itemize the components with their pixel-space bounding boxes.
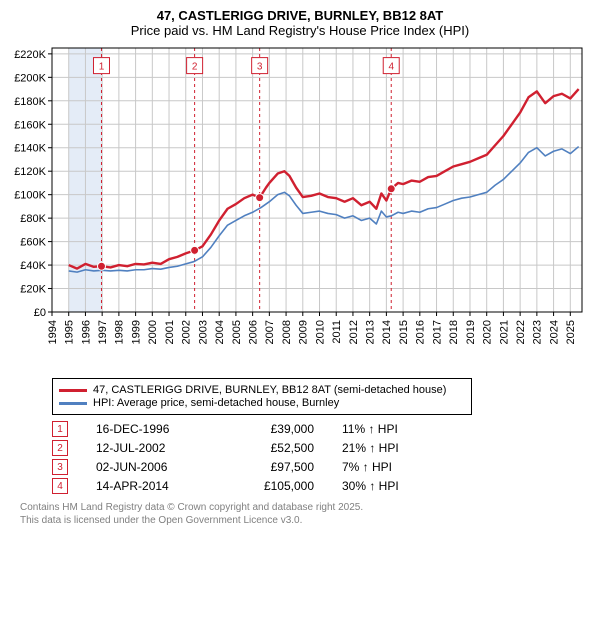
series-hpi xyxy=(69,147,579,273)
y-tick-label: £220K xyxy=(14,49,46,61)
sale-marker-num: 3 xyxy=(257,62,263,73)
y-tick-label: £0 xyxy=(34,307,46,319)
title-subtitle: Price paid vs. HM Land Registry's House … xyxy=(10,23,590,38)
legend-swatch xyxy=(59,402,87,405)
sale-point xyxy=(256,194,264,202)
x-tick-label: 1994 xyxy=(47,320,59,344)
x-tick-label: 2025 xyxy=(565,320,577,344)
sale-point xyxy=(97,262,105,270)
sale-row-marker: 3 xyxy=(52,459,68,475)
x-tick-label: 2010 xyxy=(314,320,326,344)
x-tick-label: 1995 xyxy=(64,320,76,344)
x-tick-label: 2002 xyxy=(181,320,193,344)
y-tick-label: £200K xyxy=(14,72,46,84)
sale-row: 3 02-JUN-2006 £97,500 7% ↑ HPI xyxy=(52,459,590,475)
y-tick-label: £60K xyxy=(20,237,46,249)
sale-row-price: £52,500 xyxy=(234,441,314,455)
legend-row: 47, CASTLERIGG DRIVE, BURNLEY, BB12 8AT … xyxy=(59,384,465,396)
chart-svg: £0 £20K £40K £60K £80K £100K £120K £140K £160K £1… xyxy=(10,42,590,372)
x-tick-label: 2018 xyxy=(448,320,460,344)
footer-line1: Contains HM Land Registry data © Crown c… xyxy=(20,502,590,515)
x-tick-label: 1996 xyxy=(80,320,92,344)
x-tick-label: 1999 xyxy=(130,320,142,344)
sale-row-date: 02-JUN-2006 xyxy=(96,460,206,474)
chart-container: 47, CASTLERIGG DRIVE, BURNLEY, BB12 8AT … xyxy=(0,0,600,533)
sale-row-date: 16-DEC-1996 xyxy=(96,422,206,436)
y-tick-label: £20K xyxy=(20,284,46,296)
legend-swatch xyxy=(59,389,87,392)
legend: 47, CASTLERIGG DRIVE, BURNLEY, BB12 8AT … xyxy=(52,378,472,415)
title-address: 47, CASTLERIGG DRIVE, BURNLEY, BB12 8AT xyxy=(10,8,590,23)
sales-table: 1 16-DEC-1996 £39,000 11% ↑ HPI 2 12-JUL-2002… xyxy=(52,421,590,494)
x-tick-label: 1998 xyxy=(114,320,126,344)
x-tick-label: 1997 xyxy=(97,320,109,344)
legend-row: HPI: Average price, semi-detached house,… xyxy=(59,397,465,409)
x-tick-label: 2005 xyxy=(231,320,243,344)
x-tick-label: 2019 xyxy=(465,320,477,344)
x-tick-label: 2024 xyxy=(548,320,560,344)
x-tick-label: 2021 xyxy=(498,320,510,344)
x-tick-label: 2013 xyxy=(365,320,377,344)
chart: £0 £20K £40K £60K £80K £100K £120K £140K £160K £1… xyxy=(10,42,590,372)
y-tick-label: £160K xyxy=(14,119,46,131)
legend-label: 47, CASTLERIGG DRIVE, BURNLEY, BB12 8AT … xyxy=(93,384,446,396)
x-tick-label: 2023 xyxy=(532,320,544,344)
x-tick-label: 2022 xyxy=(515,320,527,344)
sale-row-diff: 7% ↑ HPI xyxy=(342,460,442,474)
x-tick-label: 2001 xyxy=(164,320,176,344)
x-tick-label: 2004 xyxy=(214,320,226,344)
title-block: 47, CASTLERIGG DRIVE, BURNLEY, BB12 8AT … xyxy=(10,8,590,38)
sale-marker-num: 1 xyxy=(99,62,105,73)
y-tick-label: £100K xyxy=(14,190,46,202)
x-tick-label: 2003 xyxy=(197,320,209,344)
sale-row-marker: 2 xyxy=(52,440,68,456)
legend-label: HPI: Average price, semi-detached house,… xyxy=(93,397,339,409)
y-tick-label: £120K xyxy=(14,166,46,178)
sale-row: 1 16-DEC-1996 £39,000 11% ↑ HPI xyxy=(52,421,590,437)
x-tick-label: 2000 xyxy=(147,320,159,344)
sale-row-diff: 11% ↑ HPI xyxy=(342,422,442,436)
y-tick-label: £180K xyxy=(14,96,46,108)
x-tick-label: 2014 xyxy=(381,320,393,344)
sale-row-price: £105,000 xyxy=(234,479,314,493)
sale-row-marker: 1 xyxy=(52,421,68,437)
x-tick-label: 2006 xyxy=(247,320,259,344)
x-tick-label: 2012 xyxy=(348,320,360,344)
sale-row-date: 12-JUL-2002 xyxy=(96,441,206,455)
sale-point xyxy=(387,185,395,193)
x-tick-label: 2016 xyxy=(415,320,427,344)
footer-note: Contains HM Land Registry data © Crown c… xyxy=(20,502,590,527)
sale-row-price: £39,000 xyxy=(234,422,314,436)
sale-marker-num: 2 xyxy=(192,62,198,73)
y-tick-label: £40K xyxy=(20,260,46,272)
y-tick-label: £80K xyxy=(20,213,46,225)
sale-point xyxy=(191,246,199,254)
sale-row: 4 14-APR-2014 £105,000 30% ↑ HPI xyxy=(52,478,590,494)
x-tick-label: 2020 xyxy=(482,320,494,344)
sale-marker-num: 4 xyxy=(388,62,394,73)
sale-row-date: 14-APR-2014 xyxy=(96,479,206,493)
x-tick-label: 2008 xyxy=(281,320,293,344)
sale-row-diff: 30% ↑ HPI xyxy=(342,479,442,493)
x-tick-label: 2015 xyxy=(398,320,410,344)
sale-row-diff: 21% ↑ HPI xyxy=(342,441,442,455)
x-tick-label: 2007 xyxy=(264,320,276,344)
y-tick-label: £140K xyxy=(14,143,46,155)
sale-row-marker: 4 xyxy=(52,478,68,494)
x-tick-label: 2017 xyxy=(431,320,443,344)
sale-row: 2 12-JUL-2002 £52,500 21% ↑ HPI xyxy=(52,440,590,456)
footer-line2: This data is licensed under the Open Gov… xyxy=(20,515,590,528)
sale-row-price: £97,500 xyxy=(234,460,314,474)
x-tick-label: 2009 xyxy=(298,320,310,344)
x-tick-label: 2011 xyxy=(331,320,343,344)
